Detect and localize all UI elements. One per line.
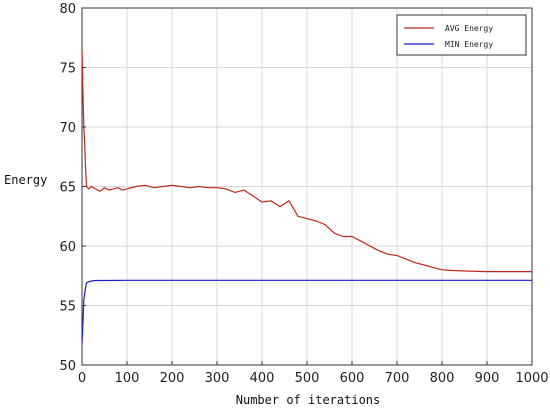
- x-tick-label: 600: [340, 371, 365, 386]
- legend-label-avg-energy: AVG Energy: [445, 24, 493, 33]
- x-tick-label: 0: [78, 371, 86, 386]
- x-tick-label: 500: [295, 371, 320, 386]
- series-line-min-energy: [81, 279, 532, 344]
- y-tick-label: 60: [59, 240, 76, 255]
- x-tick-label: 700: [385, 371, 410, 386]
- series-line-avg-energy: [81, 49, 532, 273]
- legend-label-min-energy: MIN Energy: [445, 40, 493, 49]
- x-axis-title: Number of iterations: [236, 393, 381, 407]
- y-tick-label: 80: [59, 2, 76, 17]
- y-tick-label: 65: [59, 181, 76, 196]
- x-tick-label: 100: [115, 371, 140, 386]
- y-tick-label: 75: [59, 62, 76, 77]
- x-tick-label: 1000: [515, 371, 548, 386]
- x-tick-label: 800: [430, 371, 455, 386]
- grid-lines: [82, 8, 532, 365]
- y-axis-ticks: 50 55 60 65 70 75 80: [59, 2, 86, 374]
- legend: AVG Energy MIN Energy: [396, 14, 527, 56]
- y-tick-label: 55: [59, 300, 76, 315]
- x-tick-label: 200: [160, 371, 185, 386]
- legend-box: [396, 14, 527, 56]
- x-axis-ticks: 0 100 200 300 400 500 600 700 800 900 1000: [78, 361, 549, 386]
- x-tick-label: 400: [250, 371, 275, 386]
- series-layer: [81, 49, 532, 344]
- y-tick-label: 50: [59, 359, 76, 374]
- x-tick-label: 300: [205, 371, 230, 386]
- y-axis-title: Energy: [4, 173, 47, 187]
- x-tick-label: 900: [475, 371, 500, 386]
- y-tick-label: 70: [59, 121, 76, 136]
